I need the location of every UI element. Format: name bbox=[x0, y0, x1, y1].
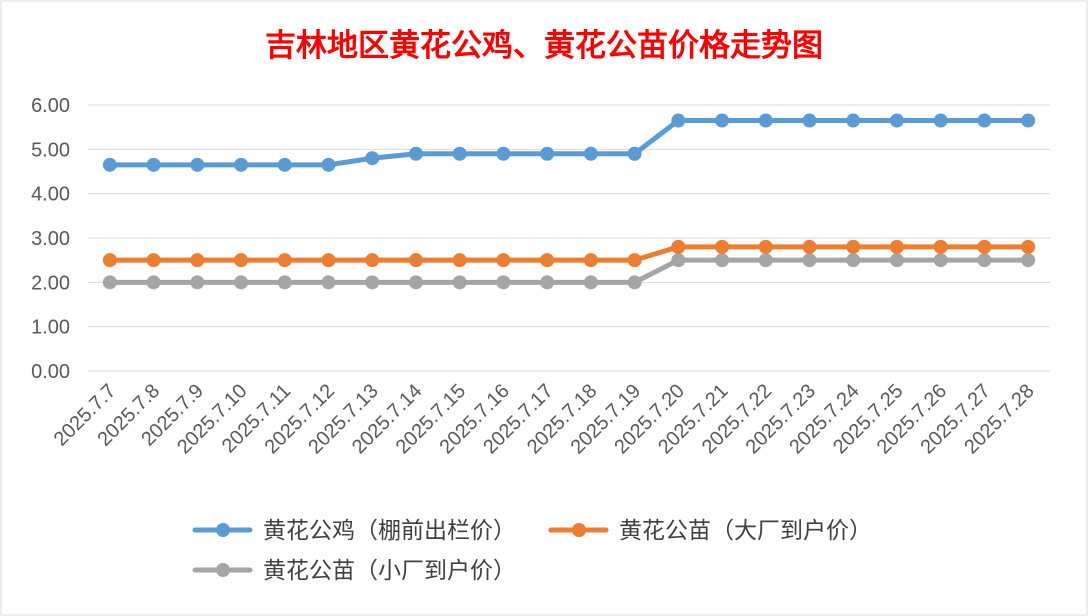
data-point-2-21 bbox=[1021, 253, 1036, 268]
legend-swatch-marker bbox=[572, 523, 586, 537]
data-point-0-10 bbox=[540, 146, 555, 161]
data-point-0-17 bbox=[846, 113, 861, 128]
data-point-0-7 bbox=[408, 146, 423, 161]
data-point-0-11 bbox=[583, 146, 598, 161]
data-point-0-4 bbox=[277, 157, 292, 172]
data-point-2-20 bbox=[977, 253, 992, 268]
data-point-2-2 bbox=[190, 275, 205, 290]
y-tick-label: 6.00 bbox=[31, 95, 70, 117]
data-point-2-1 bbox=[146, 275, 161, 290]
data-point-2-19 bbox=[933, 253, 948, 268]
data-point-0-16 bbox=[802, 113, 817, 128]
data-point-1-17 bbox=[846, 239, 861, 254]
legend-item-0: 黄花公鸡（棚前出栏价） bbox=[192, 518, 516, 543]
data-point-0-1 bbox=[146, 157, 161, 172]
data-point-1-3 bbox=[234, 253, 249, 268]
series-layer bbox=[102, 113, 1036, 290]
data-point-0-20 bbox=[977, 113, 992, 128]
legend-swatch-marker bbox=[216, 563, 230, 577]
y-axis-labels: 0.00 1.00 2.00 3.00 4.00 5.00 6.00 bbox=[31, 95, 70, 383]
data-point-1-11 bbox=[583, 253, 598, 268]
legend-item-2: 黄花公苗（小厂到户价） bbox=[192, 558, 516, 583]
y-tick-label: 3.00 bbox=[31, 228, 70, 250]
data-point-2-14 bbox=[715, 253, 730, 268]
data-point-2-9 bbox=[496, 275, 511, 290]
y-tick-label: 1.00 bbox=[31, 317, 70, 339]
data-point-0-9 bbox=[496, 146, 511, 161]
legend-label: 黄花公鸡（棚前出栏价） bbox=[263, 518, 516, 543]
legend: 黄花公鸡（棚前出栏价） 黄花公苗（大厂到户价） 黄花公苗（小厂到户价） bbox=[192, 518, 872, 583]
data-point-1-6 bbox=[365, 253, 380, 268]
y-tick-label: 4.00 bbox=[31, 184, 70, 206]
data-point-2-15 bbox=[758, 253, 773, 268]
y-tick-label: 0.00 bbox=[31, 361, 70, 383]
data-point-2-10 bbox=[540, 275, 555, 290]
series-line-1 bbox=[107, 244, 1031, 263]
legend-label: 黄花公苗（大厂到户价） bbox=[619, 518, 872, 543]
data-point-1-12 bbox=[627, 253, 642, 268]
data-point-2-17 bbox=[846, 253, 861, 268]
data-point-1-16 bbox=[802, 239, 817, 254]
data-point-0-6 bbox=[365, 151, 380, 166]
legend-label: 黄花公苗（小厂到户价） bbox=[263, 558, 516, 583]
chart-title: 吉林地区黄花公鸡、黄花公苗价格走势图 bbox=[265, 28, 823, 63]
data-point-2-4 bbox=[277, 275, 292, 290]
data-point-0-21 bbox=[1021, 113, 1036, 128]
data-point-0-5 bbox=[321, 157, 336, 172]
data-point-2-7 bbox=[408, 275, 423, 290]
data-point-1-9 bbox=[496, 253, 511, 268]
y-tick-label: 2.00 bbox=[31, 272, 70, 294]
data-point-0-15 bbox=[758, 113, 773, 128]
series-line-2 bbox=[107, 257, 1031, 285]
data-point-2-8 bbox=[452, 275, 467, 290]
data-point-2-3 bbox=[234, 275, 249, 290]
data-point-1-13 bbox=[671, 239, 686, 254]
data-point-1-0 bbox=[102, 253, 117, 268]
data-point-1-7 bbox=[408, 253, 423, 268]
data-point-0-14 bbox=[715, 113, 730, 128]
legend-swatch-marker bbox=[216, 523, 230, 537]
data-point-1-2 bbox=[190, 253, 205, 268]
data-point-1-21 bbox=[1021, 239, 1036, 254]
data-point-2-16 bbox=[802, 253, 817, 268]
data-point-1-19 bbox=[933, 239, 948, 254]
data-point-2-5 bbox=[321, 275, 336, 290]
data-point-0-0 bbox=[102, 157, 117, 172]
data-point-2-13 bbox=[671, 253, 686, 268]
data-point-1-14 bbox=[715, 239, 730, 254]
y-tick-label: 5.00 bbox=[31, 139, 70, 161]
data-point-2-6 bbox=[365, 275, 380, 290]
legend-item-1: 黄花公苗（大厂到户价） bbox=[548, 518, 872, 543]
data-point-2-11 bbox=[583, 275, 598, 290]
data-point-1-20 bbox=[977, 239, 992, 254]
data-point-1-15 bbox=[758, 239, 773, 254]
data-point-0-13 bbox=[671, 113, 686, 128]
data-point-2-12 bbox=[627, 275, 642, 290]
data-point-0-3 bbox=[234, 157, 249, 172]
series-line-0 bbox=[107, 118, 1031, 168]
data-point-1-4 bbox=[277, 253, 292, 268]
data-point-1-1 bbox=[146, 253, 161, 268]
data-point-0-18 bbox=[889, 113, 904, 128]
data-point-1-5 bbox=[321, 253, 336, 268]
data-point-2-0 bbox=[102, 275, 117, 290]
data-point-0-8 bbox=[452, 146, 467, 161]
data-point-0-19 bbox=[933, 113, 948, 128]
data-point-0-2 bbox=[190, 157, 205, 172]
data-point-1-8 bbox=[452, 253, 467, 268]
data-point-0-12 bbox=[627, 146, 642, 161]
data-point-1-18 bbox=[889, 239, 904, 254]
data-point-1-10 bbox=[540, 253, 555, 268]
data-point-2-18 bbox=[889, 253, 904, 268]
